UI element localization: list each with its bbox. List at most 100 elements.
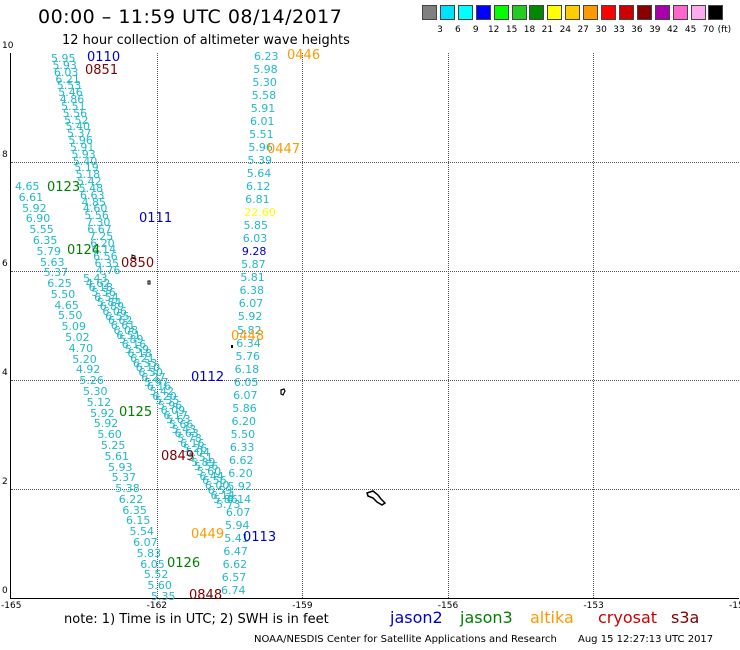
wave-height-value: 6.16 [179, 436, 205, 450]
wave-height-value: 5.86 [213, 493, 238, 507]
grid-line-horizontal [11, 380, 739, 381]
pass-time-label-altika: 0447 [267, 142, 301, 157]
wave-height-value: 5.92 [22, 201, 47, 215]
wave-height-value: 5.86 [232, 401, 257, 415]
wave-height-value: 6.63 [174, 427, 199, 441]
footnote: note: 1) Time is in UTC; 2) SWH is in fe… [64, 612, 329, 627]
wave-height-value: 6.14 [210, 488, 235, 502]
wave-height-value: 5.43 [171, 422, 197, 436]
color-scale-label: 27 [577, 25, 589, 35]
wave-height-value: 5.94 [225, 518, 250, 532]
wave-height-value: 6.07 [225, 505, 251, 519]
x-tick-label: -162 [146, 601, 168, 611]
wave-height-value: 5.91 [69, 140, 95, 154]
wave-height-value: 6.21 [55, 72, 80, 86]
wave-height-value: 4.76 [96, 264, 121, 277]
pass-time-label-jason2: 0110 [87, 50, 121, 65]
wave-height-value: 6.35 [122, 503, 147, 517]
wave-height-value: 5.98 [253, 63, 278, 77]
wave-height-value: 6.12 [245, 180, 271, 194]
wave-height-value: 5.56 [84, 209, 109, 223]
wave-height-value: 5.91 [250, 102, 276, 116]
color-scale-swatch [654, 5, 670, 20]
wave-height-value: 5.42 [149, 385, 175, 398]
wave-height-value: 6.14 [226, 492, 252, 506]
wave-height-value: 5.52 [143, 568, 169, 582]
wave-height-value: 4.86 [59, 93, 85, 107]
wave-height-value: 4.85 [81, 195, 106, 209]
pass-time-label-s3a: 0851 [85, 63, 119, 78]
wave-height-value: 5.92 [93, 417, 119, 431]
wave-height-value: 6.03 [242, 232, 268, 246]
pass-time-label-s3a: 0850 [121, 256, 155, 271]
wave-height-value: 5.73 [216, 498, 241, 511]
wave-height-value: 5.36 [91, 286, 116, 300]
pass-time-label-altika: 0446 [287, 48, 321, 63]
wave-height-value: 5.37 [43, 266, 69, 280]
island-shape [131, 254, 136, 260]
wave-height-value: 6.21 [130, 352, 155, 366]
wave-height-value: 6.38 [239, 284, 265, 298]
wave-height-value: 5.60 [97, 428, 122, 442]
wave-height-value: 6.05 [140, 557, 165, 571]
grid-line-vertical [447, 53, 449, 598]
wave-height-value: 5.96 [157, 399, 183, 413]
wave-height-value: 5.63 [40, 255, 65, 269]
color-scale-label: 21 [541, 25, 554, 35]
grid-line-horizontal [11, 162, 739, 163]
wave-height-value: 5.12 [86, 395, 112, 409]
wave-height-value: 6.18 [234, 362, 260, 376]
wave-height-value: 5.38 [115, 482, 140, 496]
legend-altika: altika [530, 608, 574, 627]
wave-height-value: 4.92 [75, 363, 101, 377]
wave-height-value: 6.10 [135, 361, 161, 375]
wave-height-value: 4.60 [82, 202, 108, 216]
x-tick-label: -159 [292, 601, 313, 611]
wave-height-value: 5.51 [249, 128, 274, 142]
wave-height-value: 6.55 [105, 309, 130, 323]
wave-height-value: 6.63 [80, 188, 105, 202]
color-scale-label: 12 [487, 25, 500, 35]
wave-height-value: 5.02 [65, 331, 90, 345]
color-scale-label: 3 [437, 25, 443, 35]
wave-height-value: 6.20 [231, 414, 256, 428]
wave-height-value: 22.60 [244, 206, 276, 220]
wave-height-value: 5.40 [65, 120, 91, 134]
wave-height-value: 6.33 [132, 356, 158, 370]
legend-jason2: jason2 [390, 608, 443, 627]
wave-height-value: 5.60 [147, 579, 172, 593]
wave-height-value: 4.65 [54, 298, 79, 312]
wave-height-value: 6.09 [160, 403, 186, 417]
pass-time-label-jason2: 0111 [139, 211, 173, 226]
wave-height-value: 5.92 [227, 479, 252, 493]
wave-height-value: 5.18 [75, 168, 101, 182]
wave-height-value: 5.04 [185, 446, 211, 460]
color-scale-swatch [565, 5, 581, 20]
timestamp: Aug 15 12:27:13 UTC 2017 [578, 634, 714, 645]
pass-time-label-altika: 0448 [231, 329, 265, 344]
wave-height-value: 6.33 [229, 440, 255, 454]
wave-height-value: 6.17 [163, 408, 188, 422]
wave-height-value: 5.35 [151, 590, 176, 603]
wave-height-value: 5.87 [241, 258, 266, 272]
wave-height-value: 6.15 [125, 514, 151, 528]
map-subtitle: 12 hour collection of altimeter wave hei… [62, 33, 350, 48]
wave-height-value: 7.30 [85, 216, 111, 230]
legend-cryosat: cryosat [598, 608, 658, 627]
wave-height-value: 5.26 [182, 441, 208, 455]
pass-time-label-jason3: 0123 [47, 180, 81, 195]
wave-height-value: 6.16 [121, 337, 147, 351]
wave-height-value: 5.96 [248, 141, 273, 155]
wave-height-value: 6.59 [207, 483, 233, 497]
wave-height-value: 6.18 [88, 281, 114, 295]
wave-height-value: 5.40 [72, 154, 98, 168]
y-tick-label: 10 [2, 41, 14, 51]
wave-height-value: 6.20 [90, 236, 115, 250]
wave-height-value: 5.54 [129, 525, 155, 539]
wave-height-value: 5.20 [72, 352, 97, 366]
color-scale-swatch [708, 5, 724, 20]
wave-height-value: 5.93 [52, 58, 77, 72]
wave-height-value: 5.96 [68, 134, 93, 148]
color-scale-swatch [636, 5, 652, 20]
wave-height-value: 5.48 [78, 181, 104, 195]
